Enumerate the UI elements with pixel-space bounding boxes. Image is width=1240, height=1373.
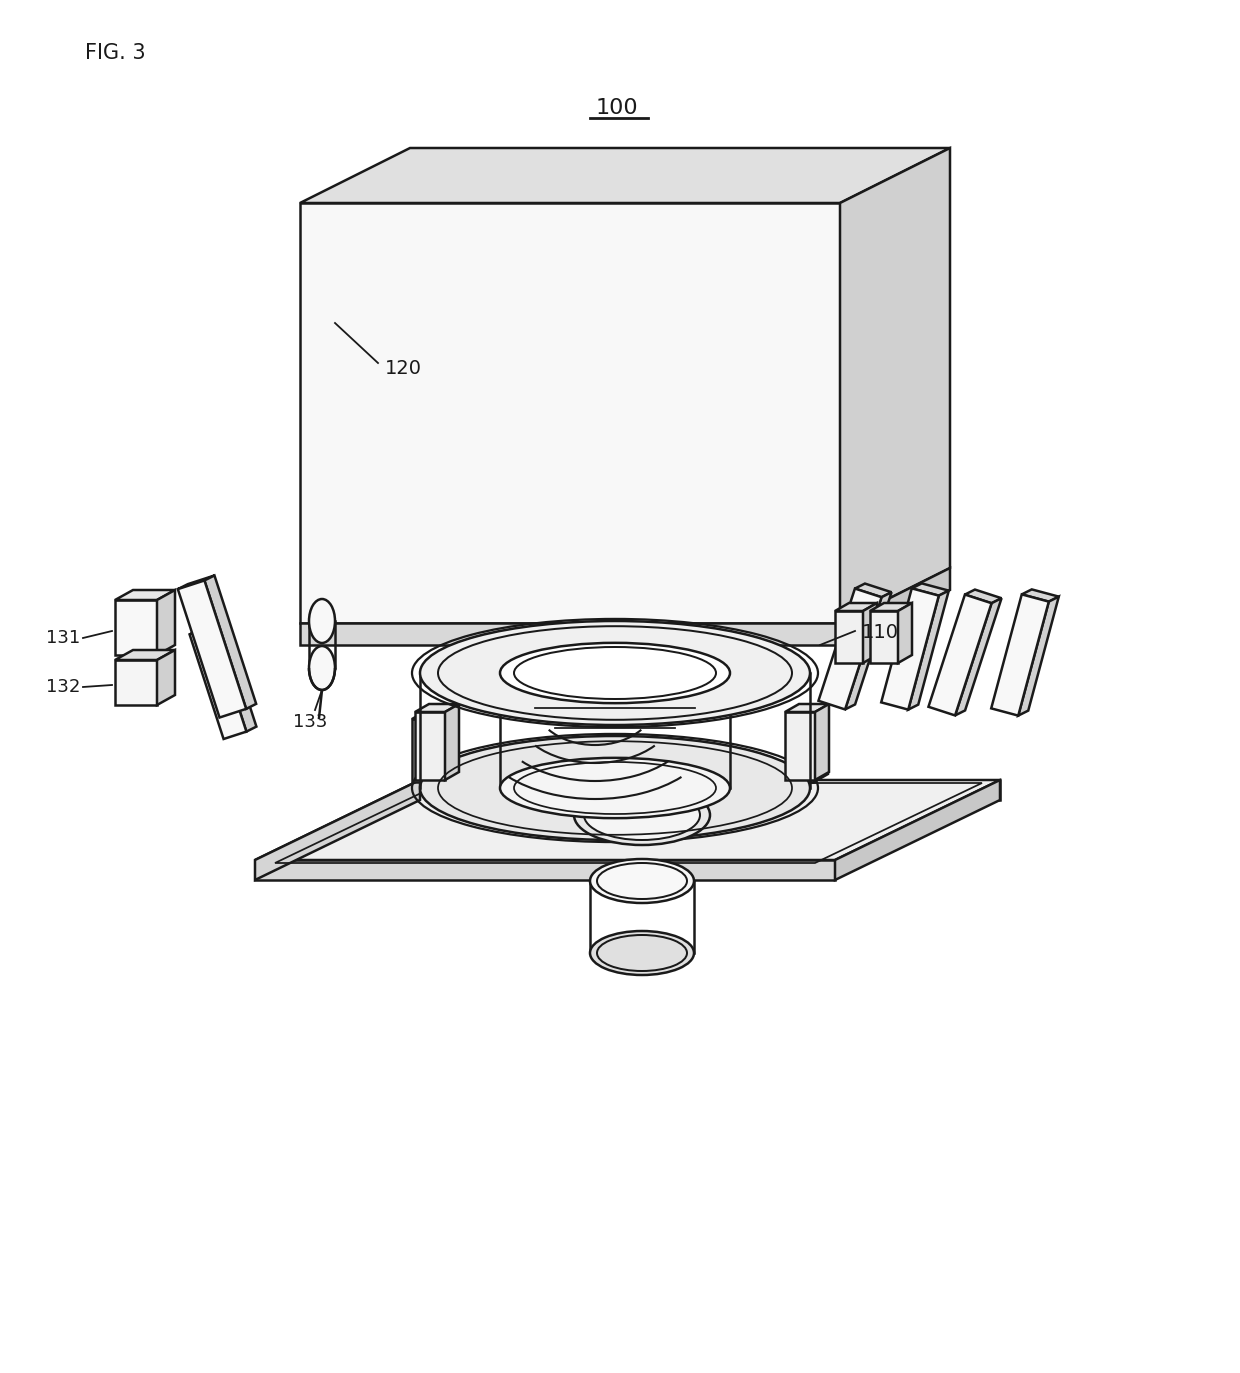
Text: 131: 131 — [46, 629, 81, 647]
Ellipse shape — [500, 643, 730, 703]
Polygon shape — [212, 622, 257, 732]
Polygon shape — [785, 704, 830, 713]
Polygon shape — [255, 859, 835, 880]
Text: 110: 110 — [862, 623, 899, 643]
Polygon shape — [785, 713, 815, 780]
Polygon shape — [818, 589, 882, 710]
Polygon shape — [929, 595, 992, 715]
Polygon shape — [908, 590, 949, 710]
Text: 100: 100 — [595, 97, 639, 118]
Polygon shape — [115, 660, 157, 704]
Polygon shape — [839, 148, 950, 623]
Polygon shape — [205, 575, 257, 708]
Ellipse shape — [420, 621, 810, 725]
Polygon shape — [854, 584, 892, 597]
Ellipse shape — [584, 789, 701, 840]
Polygon shape — [190, 627, 247, 739]
Polygon shape — [835, 780, 999, 880]
Polygon shape — [157, 649, 175, 704]
Polygon shape — [177, 575, 215, 589]
Polygon shape — [412, 711, 453, 719]
Polygon shape — [300, 148, 950, 203]
Text: 133: 133 — [293, 713, 327, 730]
Polygon shape — [815, 704, 830, 780]
Polygon shape — [839, 568, 950, 645]
Polygon shape — [412, 719, 438, 783]
Ellipse shape — [309, 599, 335, 643]
Polygon shape — [420, 780, 999, 800]
Polygon shape — [991, 595, 1049, 715]
Polygon shape — [911, 584, 949, 596]
Polygon shape — [787, 711, 828, 719]
Polygon shape — [813, 711, 828, 783]
Polygon shape — [846, 592, 892, 710]
Polygon shape — [300, 623, 839, 645]
Polygon shape — [870, 603, 911, 611]
Ellipse shape — [309, 647, 335, 691]
Polygon shape — [415, 713, 445, 780]
Polygon shape — [1022, 589, 1059, 601]
Polygon shape — [787, 719, 813, 783]
Ellipse shape — [590, 931, 694, 975]
Polygon shape — [415, 704, 459, 713]
Polygon shape — [835, 603, 877, 611]
Polygon shape — [955, 599, 1002, 715]
Polygon shape — [255, 780, 999, 859]
Text: 120: 120 — [384, 358, 422, 378]
Polygon shape — [438, 711, 453, 783]
Ellipse shape — [500, 758, 730, 818]
Polygon shape — [115, 649, 175, 660]
Polygon shape — [255, 780, 420, 880]
Polygon shape — [965, 589, 1002, 603]
Ellipse shape — [574, 785, 711, 844]
Text: FIG. 3: FIG. 3 — [86, 43, 145, 63]
Polygon shape — [445, 704, 459, 780]
Polygon shape — [1018, 597, 1059, 715]
Ellipse shape — [420, 736, 810, 840]
Polygon shape — [115, 590, 175, 600]
Polygon shape — [190, 622, 222, 634]
Polygon shape — [863, 603, 877, 663]
Text: 132: 132 — [46, 678, 81, 696]
Ellipse shape — [590, 859, 694, 903]
Polygon shape — [898, 603, 911, 663]
Polygon shape — [835, 611, 863, 663]
Polygon shape — [300, 203, 839, 623]
Polygon shape — [870, 611, 898, 663]
Polygon shape — [115, 600, 157, 655]
Polygon shape — [882, 589, 939, 710]
Polygon shape — [157, 590, 175, 655]
Polygon shape — [177, 581, 247, 718]
